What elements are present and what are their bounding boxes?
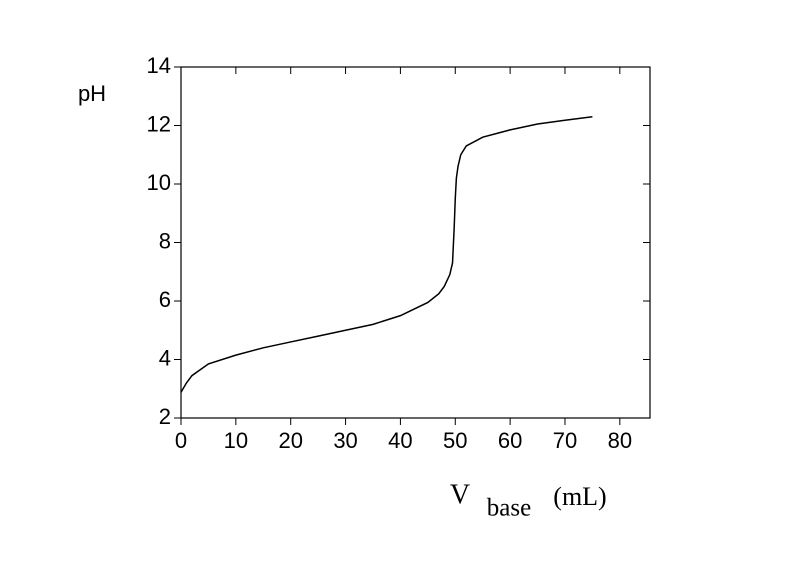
x-axis-label-unit: (mL) [553,482,606,511]
y-tick-label: 4 [159,345,171,370]
y-tick-label: 2 [159,404,171,429]
x-axis-label-sub: base [487,495,531,522]
x-tick-label: 10 [224,428,248,453]
x-tick-label: 50 [443,428,467,453]
x-tick-label: 70 [553,428,577,453]
x-tick-label: 80 [608,428,632,453]
y-tick-label: 8 [159,228,171,253]
x-tick-label: 20 [278,428,302,453]
x-tick-label: 60 [498,428,522,453]
x-tick-label: 0 [175,428,187,453]
x-tick-label: 40 [388,428,412,453]
x-tick-label: 30 [333,428,357,453]
data-line [180,115,593,393]
y-tick-label: 14 [147,53,171,78]
y-tick-label: 10 [147,170,171,195]
y-axis-label: pH [78,81,106,106]
y-tick-label: 12 [147,111,171,136]
y-tick-label: 6 [159,287,171,312]
x-axis-label-main: V [450,479,470,510]
plot-frame [180,66,651,419]
